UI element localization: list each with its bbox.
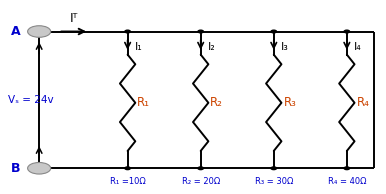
Text: R₁: R₁ <box>137 96 150 109</box>
Text: I₃: I₃ <box>281 42 289 52</box>
Text: Iᵀ: Iᵀ <box>69 12 78 25</box>
Text: I₁: I₁ <box>135 42 142 52</box>
Text: R₄ = 40Ω: R₄ = 40Ω <box>328 177 366 186</box>
Text: A: A <box>11 25 21 38</box>
Circle shape <box>198 167 203 170</box>
Circle shape <box>271 30 276 33</box>
Text: B: B <box>11 162 21 175</box>
Text: R₃: R₃ <box>283 96 296 109</box>
Circle shape <box>125 30 130 33</box>
Text: R₁ =10Ω: R₁ =10Ω <box>110 177 146 186</box>
Text: R₂ = 20Ω: R₂ = 20Ω <box>181 177 220 186</box>
Circle shape <box>28 26 51 37</box>
Circle shape <box>125 167 130 170</box>
Circle shape <box>28 163 51 174</box>
Circle shape <box>344 167 350 170</box>
Circle shape <box>198 30 203 33</box>
Circle shape <box>271 167 276 170</box>
Circle shape <box>344 30 350 33</box>
Text: R₂: R₂ <box>210 96 223 109</box>
Text: I₂: I₂ <box>208 42 215 52</box>
Text: Vₛ = 24v: Vₛ = 24v <box>8 95 54 105</box>
Text: I₄: I₄ <box>354 42 362 52</box>
Text: R₄: R₄ <box>356 96 369 109</box>
Text: R₃ = 30Ω: R₃ = 30Ω <box>255 177 293 186</box>
